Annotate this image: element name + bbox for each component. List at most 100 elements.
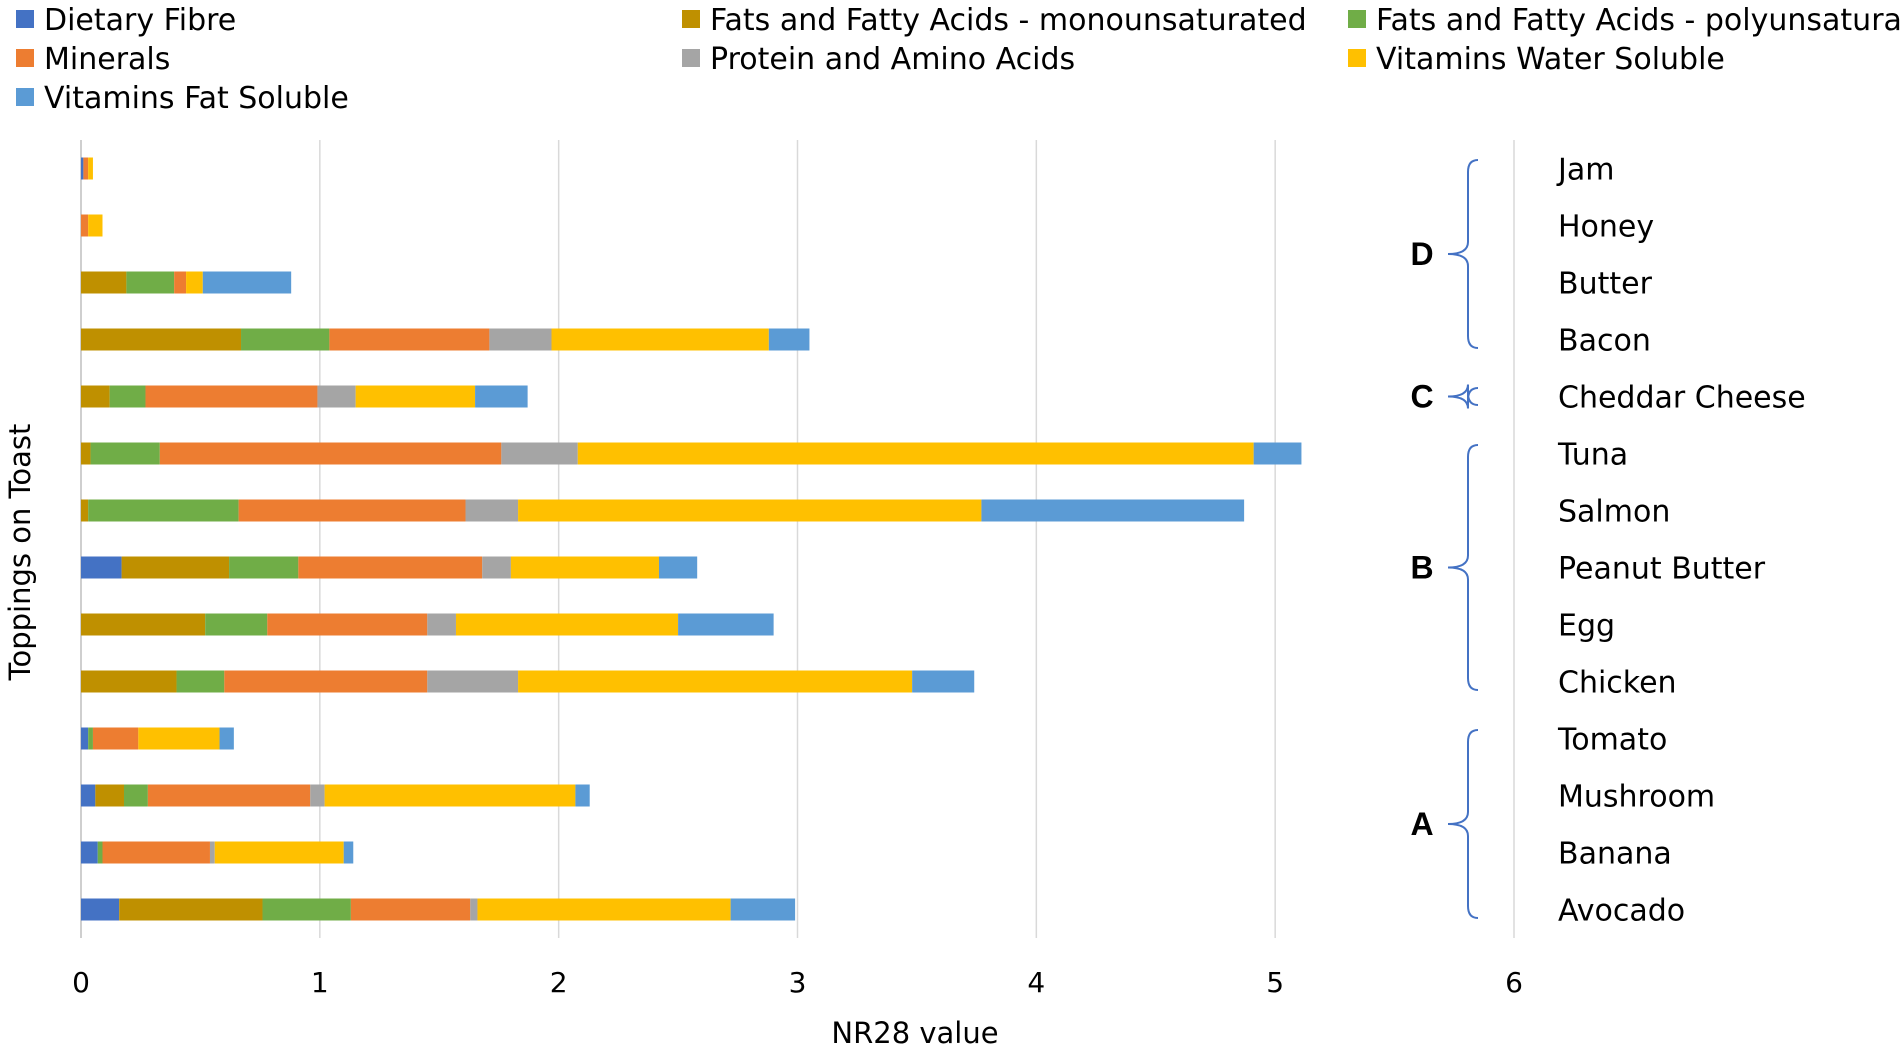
bar-segment-vitamins-water-soluble: [518, 670, 913, 693]
bar-segment-vitamins-fat-soluble: [912, 670, 975, 693]
x-tick-label: 6: [1505, 966, 1523, 999]
x-tick-label: 0: [72, 966, 90, 999]
bar-segment-minerals: [238, 499, 466, 522]
legend-swatch: [1348, 10, 1366, 28]
bar-segment-fats-and-fatty-acids-polyunsaturated: [88, 727, 93, 750]
bar-egg: [81, 613, 774, 636]
x-tick-labels: 0 1 2 3 4 5 6: [72, 966, 1523, 999]
bar-segment-vitamins-water-soluble: [138, 727, 220, 750]
category-label-banana: Banana: [1558, 837, 1672, 872]
bar-segment-minerals: [174, 271, 187, 294]
bar-segment-fats-and-fatty-acids-polyunsaturated: [176, 670, 225, 693]
bar-segment-minerals: [83, 157, 89, 180]
bar-segment-dietary-fibre: [81, 556, 122, 579]
legend-label: Protein and Amino Acids: [710, 42, 1075, 77]
category-label-mushroom: Mushroom: [1558, 780, 1715, 815]
group-brace-a: [1447, 729, 1479, 919]
legend-item-dietary-fibre: Dietary Fibre: [16, 3, 236, 38]
bar-tomato: [81, 727, 234, 750]
group-brace-b: [1447, 444, 1479, 691]
bar-segment-vitamins-fat-soluble: [981, 499, 1245, 522]
bar-segment-vitamins-fat-soluble: [730, 898, 796, 921]
bar-segment-fats-and-fatty-acids-polyunsaturated: [262, 898, 351, 921]
bar-segment-vitamins-fat-soluble: [575, 784, 590, 807]
bar-segment-minerals: [159, 442, 502, 465]
bar-segment-protein-and-amino-acids: [489, 328, 552, 351]
bar-segment-minerals: [298, 556, 483, 579]
legend-swatch: [16, 10, 34, 28]
bar-segment-protein-and-amino-acids: [317, 385, 356, 408]
bar-segment-vitamins-fat-soluble: [678, 613, 774, 636]
x-tick-label: 2: [550, 966, 568, 999]
bar-segment-fats-and-fatty-acids-polyunsaturated: [109, 385, 146, 408]
bar-segment-vitamins-water-soluble: [577, 442, 1254, 465]
category-label-cheddar-cheese: Cheddar Cheese: [1558, 381, 1806, 416]
bar-segment-vitamins-water-soluble: [477, 898, 731, 921]
y-axis-title: Toppings on Toast: [3, 424, 37, 682]
bar-segment-minerals: [147, 784, 311, 807]
bar-segment-minerals: [267, 613, 428, 636]
bar-segment-dietary-fibre: [81, 898, 120, 921]
bar-segment-minerals: [145, 385, 318, 408]
bar-segment-fats-and-fatty-acids-monounsaturated: [119, 898, 263, 921]
group-brace-d: [1447, 159, 1479, 349]
bar-segment-fats-and-fatty-acids-monounsaturated: [81, 499, 89, 522]
bar-segment-protein-and-amino-acids: [427, 670, 519, 693]
legend-label: Vitamins Water Soluble: [1376, 42, 1725, 77]
bar-tuna: [81, 442, 1302, 465]
group-brace-c: [1447, 384, 1479, 409]
legend-swatch: [16, 49, 34, 67]
legend-item-vitamins-water-soluble: Vitamins Water Soluble: [1348, 42, 1725, 77]
category-labels: Jam Honey Butter Bacon Cheddar Cheese Tuna Sal…: [1556, 153, 1806, 929]
bar-butter: [81, 271, 292, 294]
category-label-peanut-butter: Peanut Butter: [1558, 552, 1766, 587]
category-label-tomato: Tomato: [1557, 723, 1667, 758]
bar-segment-fats-and-fatty-acids-monounsaturated: [81, 442, 91, 465]
bar-segment-fats-and-fatty-acids-monounsaturated: [81, 385, 110, 408]
legend: Dietary Fibre Fats and Fatty Acids - mono…: [16, 3, 1901, 116]
bar-peanut-butter: [81, 556, 698, 579]
bar-segment-fats-and-fatty-acids-monounsaturated: [81, 670, 177, 693]
bars: [81, 157, 1302, 921]
bar-segment-vitamins-water-soluble: [510, 556, 659, 579]
category-label-egg: Egg: [1558, 609, 1615, 644]
bar-mushroom: [81, 784, 590, 807]
legend-label: Vitamins Fat Soluble: [44, 81, 349, 116]
legend-item-protein-and-amino-acids: Protein and Amino Acids: [682, 42, 1075, 77]
bar-segment-vitamins-fat-soluble: [1253, 442, 1302, 465]
bar-segment-protein-and-amino-acids: [465, 499, 519, 522]
bar-segment-dietary-fibre: [81, 841, 98, 864]
bar-segment-fats-and-fatty-acids-polyunsaturated: [90, 442, 160, 465]
group-braces: D C B A: [1410, 159, 1479, 919]
bar-segment-vitamins-fat-soluble: [219, 727, 234, 750]
bar-segment-vitamins-fat-soluble: [768, 328, 810, 351]
bar-segment-vitamins-water-soluble: [518, 499, 982, 522]
bar-segment-fats-and-fatty-acids-monounsaturated: [81, 271, 127, 294]
bar-segment-vitamins-water-soluble: [186, 271, 203, 294]
bar-bacon: [81, 328, 810, 351]
x-tick-label: 1: [311, 966, 329, 999]
bar-jam: [81, 157, 93, 180]
bar-cheddar-cheese: [81, 385, 528, 408]
group-label-b: B: [1410, 550, 1433, 586]
bar-segment-minerals: [350, 898, 471, 921]
bar-chicken: [81, 670, 975, 693]
bar-avocado: [81, 898, 796, 921]
legend-swatch: [16, 88, 34, 106]
category-label-salmon: Salmon: [1558, 495, 1670, 530]
bar-segment-fats-and-fatty-acids-polyunsaturated: [229, 556, 299, 579]
x-tick-label: 5: [1266, 966, 1284, 999]
bar-segment-fats-and-fatty-acids-monounsaturated: [81, 613, 206, 636]
bar-segment-protein-and-amino-acids: [501, 442, 578, 465]
bar-segment-fats-and-fatty-acids-monounsaturated: [95, 784, 124, 807]
legend-item-minerals: Minerals: [16, 42, 170, 77]
bar-segment-vitamins-fat-soluble: [658, 556, 698, 579]
bar-segment-protein-and-amino-acids: [310, 784, 325, 807]
bar-segment-fats-and-fatty-acids-polyunsaturated: [97, 841, 103, 864]
bar-segment-dietary-fibre: [81, 727, 89, 750]
bar-segment-fats-and-fatty-acids-polyunsaturated: [88, 499, 239, 522]
bar-segment-vitamins-fat-soluble: [343, 841, 354, 864]
bar-segment-protein-and-amino-acids: [209, 841, 215, 864]
